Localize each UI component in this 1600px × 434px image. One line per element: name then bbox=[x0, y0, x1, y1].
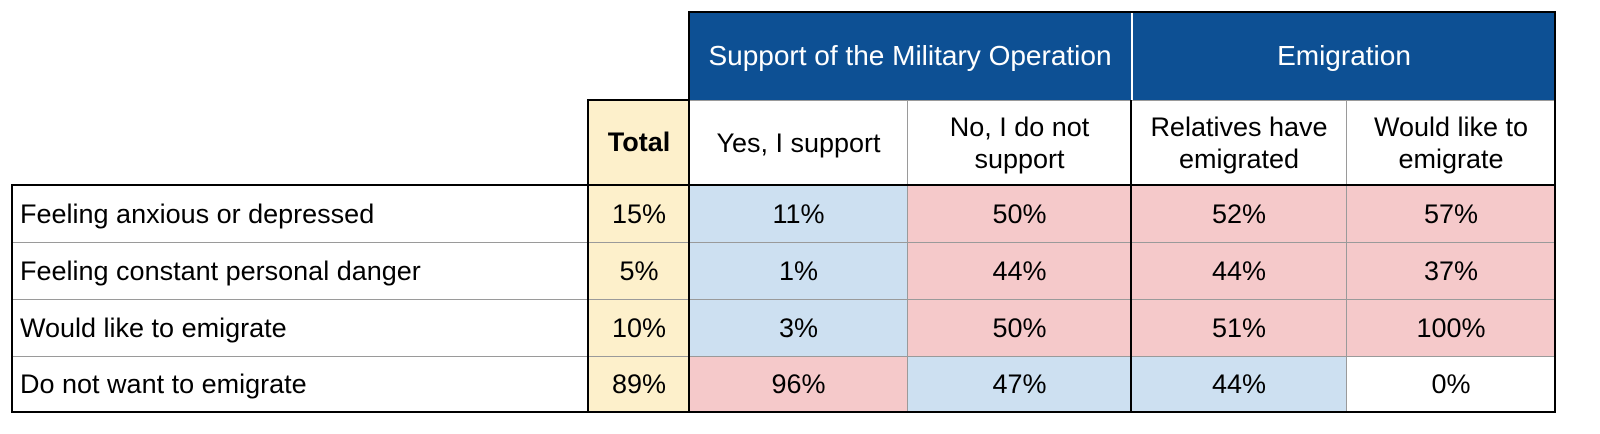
row-label: Feeling constant personal danger bbox=[12, 242, 588, 299]
total-value: 15% bbox=[588, 185, 689, 242]
table-cell: 37% bbox=[1346, 242, 1555, 299]
row-label: Feeling anxious or depressed bbox=[12, 185, 588, 242]
column-header: Relatives have emigrated bbox=[1131, 100, 1346, 185]
group-header: Support of the Military Operation bbox=[689, 12, 1131, 100]
table-cell: 52% bbox=[1131, 185, 1346, 242]
total-value: 89% bbox=[588, 356, 689, 412]
table-cell: 11% bbox=[689, 185, 907, 242]
column-header: No, I do not support bbox=[907, 100, 1131, 185]
total-value: 10% bbox=[588, 299, 689, 356]
table-cell: 50% bbox=[907, 299, 1131, 356]
table-cell: 57% bbox=[1346, 185, 1555, 242]
row-label: Do not want to emigrate bbox=[12, 356, 588, 412]
table-cell: 44% bbox=[907, 242, 1131, 299]
table-cell: 44% bbox=[1131, 242, 1346, 299]
table-cell: 100% bbox=[1346, 299, 1555, 356]
group-header: Emigration bbox=[1131, 12, 1555, 100]
row-label: Would like to emigrate bbox=[12, 299, 588, 356]
table-cell: 50% bbox=[907, 185, 1131, 242]
column-header: Would like to emigrate bbox=[1346, 100, 1555, 185]
table-cell: 0% bbox=[1346, 356, 1555, 412]
total-value: 5% bbox=[588, 242, 689, 299]
total-header: Total bbox=[588, 100, 689, 185]
table-cell: 47% bbox=[907, 356, 1131, 412]
table-cell: 96% bbox=[689, 356, 907, 412]
column-header: Yes, I support bbox=[689, 100, 907, 185]
table-cell: 44% bbox=[1131, 356, 1346, 412]
table-cell: 3% bbox=[689, 299, 907, 356]
table-cell: 51% bbox=[1131, 299, 1346, 356]
table-cell: 1% bbox=[689, 242, 907, 299]
